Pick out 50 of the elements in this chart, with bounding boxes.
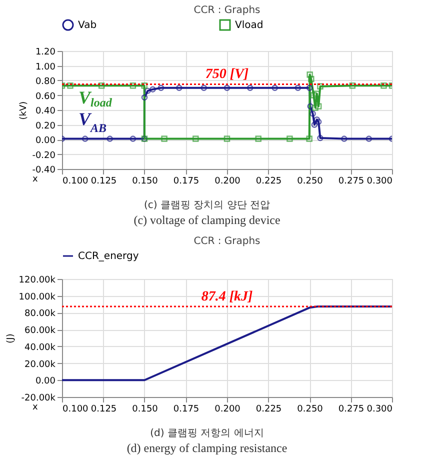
x-tick-label: 0.175 <box>173 404 200 414</box>
x-tick-label: 0.175 <box>173 176 200 186</box>
x-tick-label: 0.250 <box>297 176 324 186</box>
text: (c) 클램핑 장치의 양단 전압 <box>144 200 270 211</box>
chart-title: CCR : Graphs <box>194 5 260 16</box>
ref-line-label: 750 [V] <box>205 67 249 82</box>
y-tick-label: -0.40 <box>32 166 56 176</box>
legend-label: CCR_energy <box>78 251 139 262</box>
y-tick-label: 1.00 <box>35 62 56 72</box>
x-tick-label: 0.150 <box>132 176 158 186</box>
text: (d) 클램핑 저항의 에너지 <box>150 428 264 439</box>
legend-label: Vab <box>78 20 97 31</box>
y-tick-label: 0.20 <box>35 121 56 132</box>
y-tick-label: 0.80 <box>35 77 56 87</box>
y-tick-label: 20.00k <box>24 360 56 370</box>
text: (c) voltage of clamping device <box>134 213 280 227</box>
y-tick-label: 100.00k <box>18 292 56 302</box>
text: (d) energy of clamping resistance <box>126 441 288 455</box>
x-tick-label: 0.200 <box>214 176 241 186</box>
x-tick-label: 0.275 <box>338 176 364 186</box>
x-tick-label: 0.125 <box>90 176 117 186</box>
x-tick-label: 0.100 <box>62 176 89 186</box>
y-tick-label: 0.00 <box>35 136 56 146</box>
y-axis-title: (J) <box>6 334 16 344</box>
x-tick-label: 0.300 <box>366 404 393 414</box>
x-tick-label: 0.150 <box>132 404 158 414</box>
y-tick-label: 0.00 <box>35 376 56 387</box>
x-tick-label: 0.225 <box>256 176 282 186</box>
x-axis-title: x <box>32 174 38 184</box>
y-tick-label: 60.00k <box>24 326 56 336</box>
x-tick-label: 0.125 <box>90 404 117 414</box>
y-tick-label: -0.20 <box>32 150 56 161</box>
chart-title: CCR : Graphs <box>194 236 260 247</box>
legend-label: Vload <box>235 20 264 31</box>
y-tick-label: 40.00k <box>24 342 56 353</box>
x-tick-label: 0.225 <box>256 404 282 414</box>
x-tick-label: 0.300 <box>366 176 393 186</box>
x-tick-label: 0.275 <box>338 404 364 414</box>
ref-line-label: 87.4 [kJ] <box>201 289 253 304</box>
x-tick-label: 0.200 <box>214 404 241 414</box>
y-tick-label: 0.40 <box>35 106 56 116</box>
y-tick-label: -20.00k <box>21 394 56 404</box>
x-tick-label: 0.250 <box>297 404 324 414</box>
y-tick-label: 0.60 <box>35 92 56 102</box>
y-tick-label: 120.00k <box>18 276 56 286</box>
x-tick-label: 0.100 <box>62 404 89 414</box>
y-axis-title: (kV) <box>19 101 30 120</box>
y-tick-label: 1.20 <box>35 48 56 58</box>
y-tick-label: 80.00k <box>24 309 56 320</box>
x-axis-title: x <box>32 402 38 412</box>
